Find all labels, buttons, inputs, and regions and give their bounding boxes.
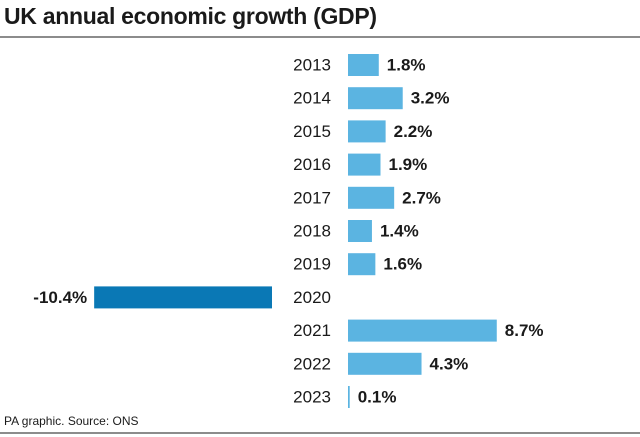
chart-title: UK annual economic growth (GDP) [4, 3, 377, 29]
bar [94, 286, 272, 309]
value-label: 8.7% [505, 321, 544, 340]
bar [348, 186, 395, 209]
source-note: PA graphic. Source: ONS [4, 414, 139, 428]
y-tick-label: 2022 [293, 354, 331, 373]
bar [348, 54, 379, 76]
y-tick-label: 2021 [293, 321, 331, 340]
y-tick-label: 2013 [293, 55, 331, 74]
value-label: 2.2% [394, 122, 433, 141]
bar [348, 153, 381, 176]
bar [348, 386, 350, 408]
value-label: -10.4% [33, 288, 87, 307]
value-label: 4.3% [430, 354, 469, 373]
y-tick-label: 2019 [293, 255, 331, 274]
bar [348, 120, 386, 143]
bar [348, 220, 372, 242]
bar [348, 253, 376, 276]
bar [348, 319, 497, 342]
y-tick-label: 2015 [293, 122, 331, 141]
y-tick-label: 2023 [293, 387, 331, 406]
value-label: 1.4% [380, 221, 419, 240]
y-tick-label: 2017 [293, 188, 331, 207]
y-tick-label: 2018 [293, 221, 331, 240]
y-tick-label: 2020 [293, 288, 331, 307]
value-label: 3.2% [411, 89, 450, 108]
value-label: 2.7% [402, 188, 441, 207]
value-label: 0.1% [358, 387, 397, 406]
value-label: 1.9% [388, 155, 427, 174]
bar [348, 352, 422, 375]
y-tick-label: 2014 [293, 89, 331, 108]
value-label: 1.6% [383, 255, 422, 274]
y-tick-label: 2016 [293, 155, 331, 174]
bar [348, 87, 403, 110]
value-label: 1.8% [387, 55, 426, 74]
